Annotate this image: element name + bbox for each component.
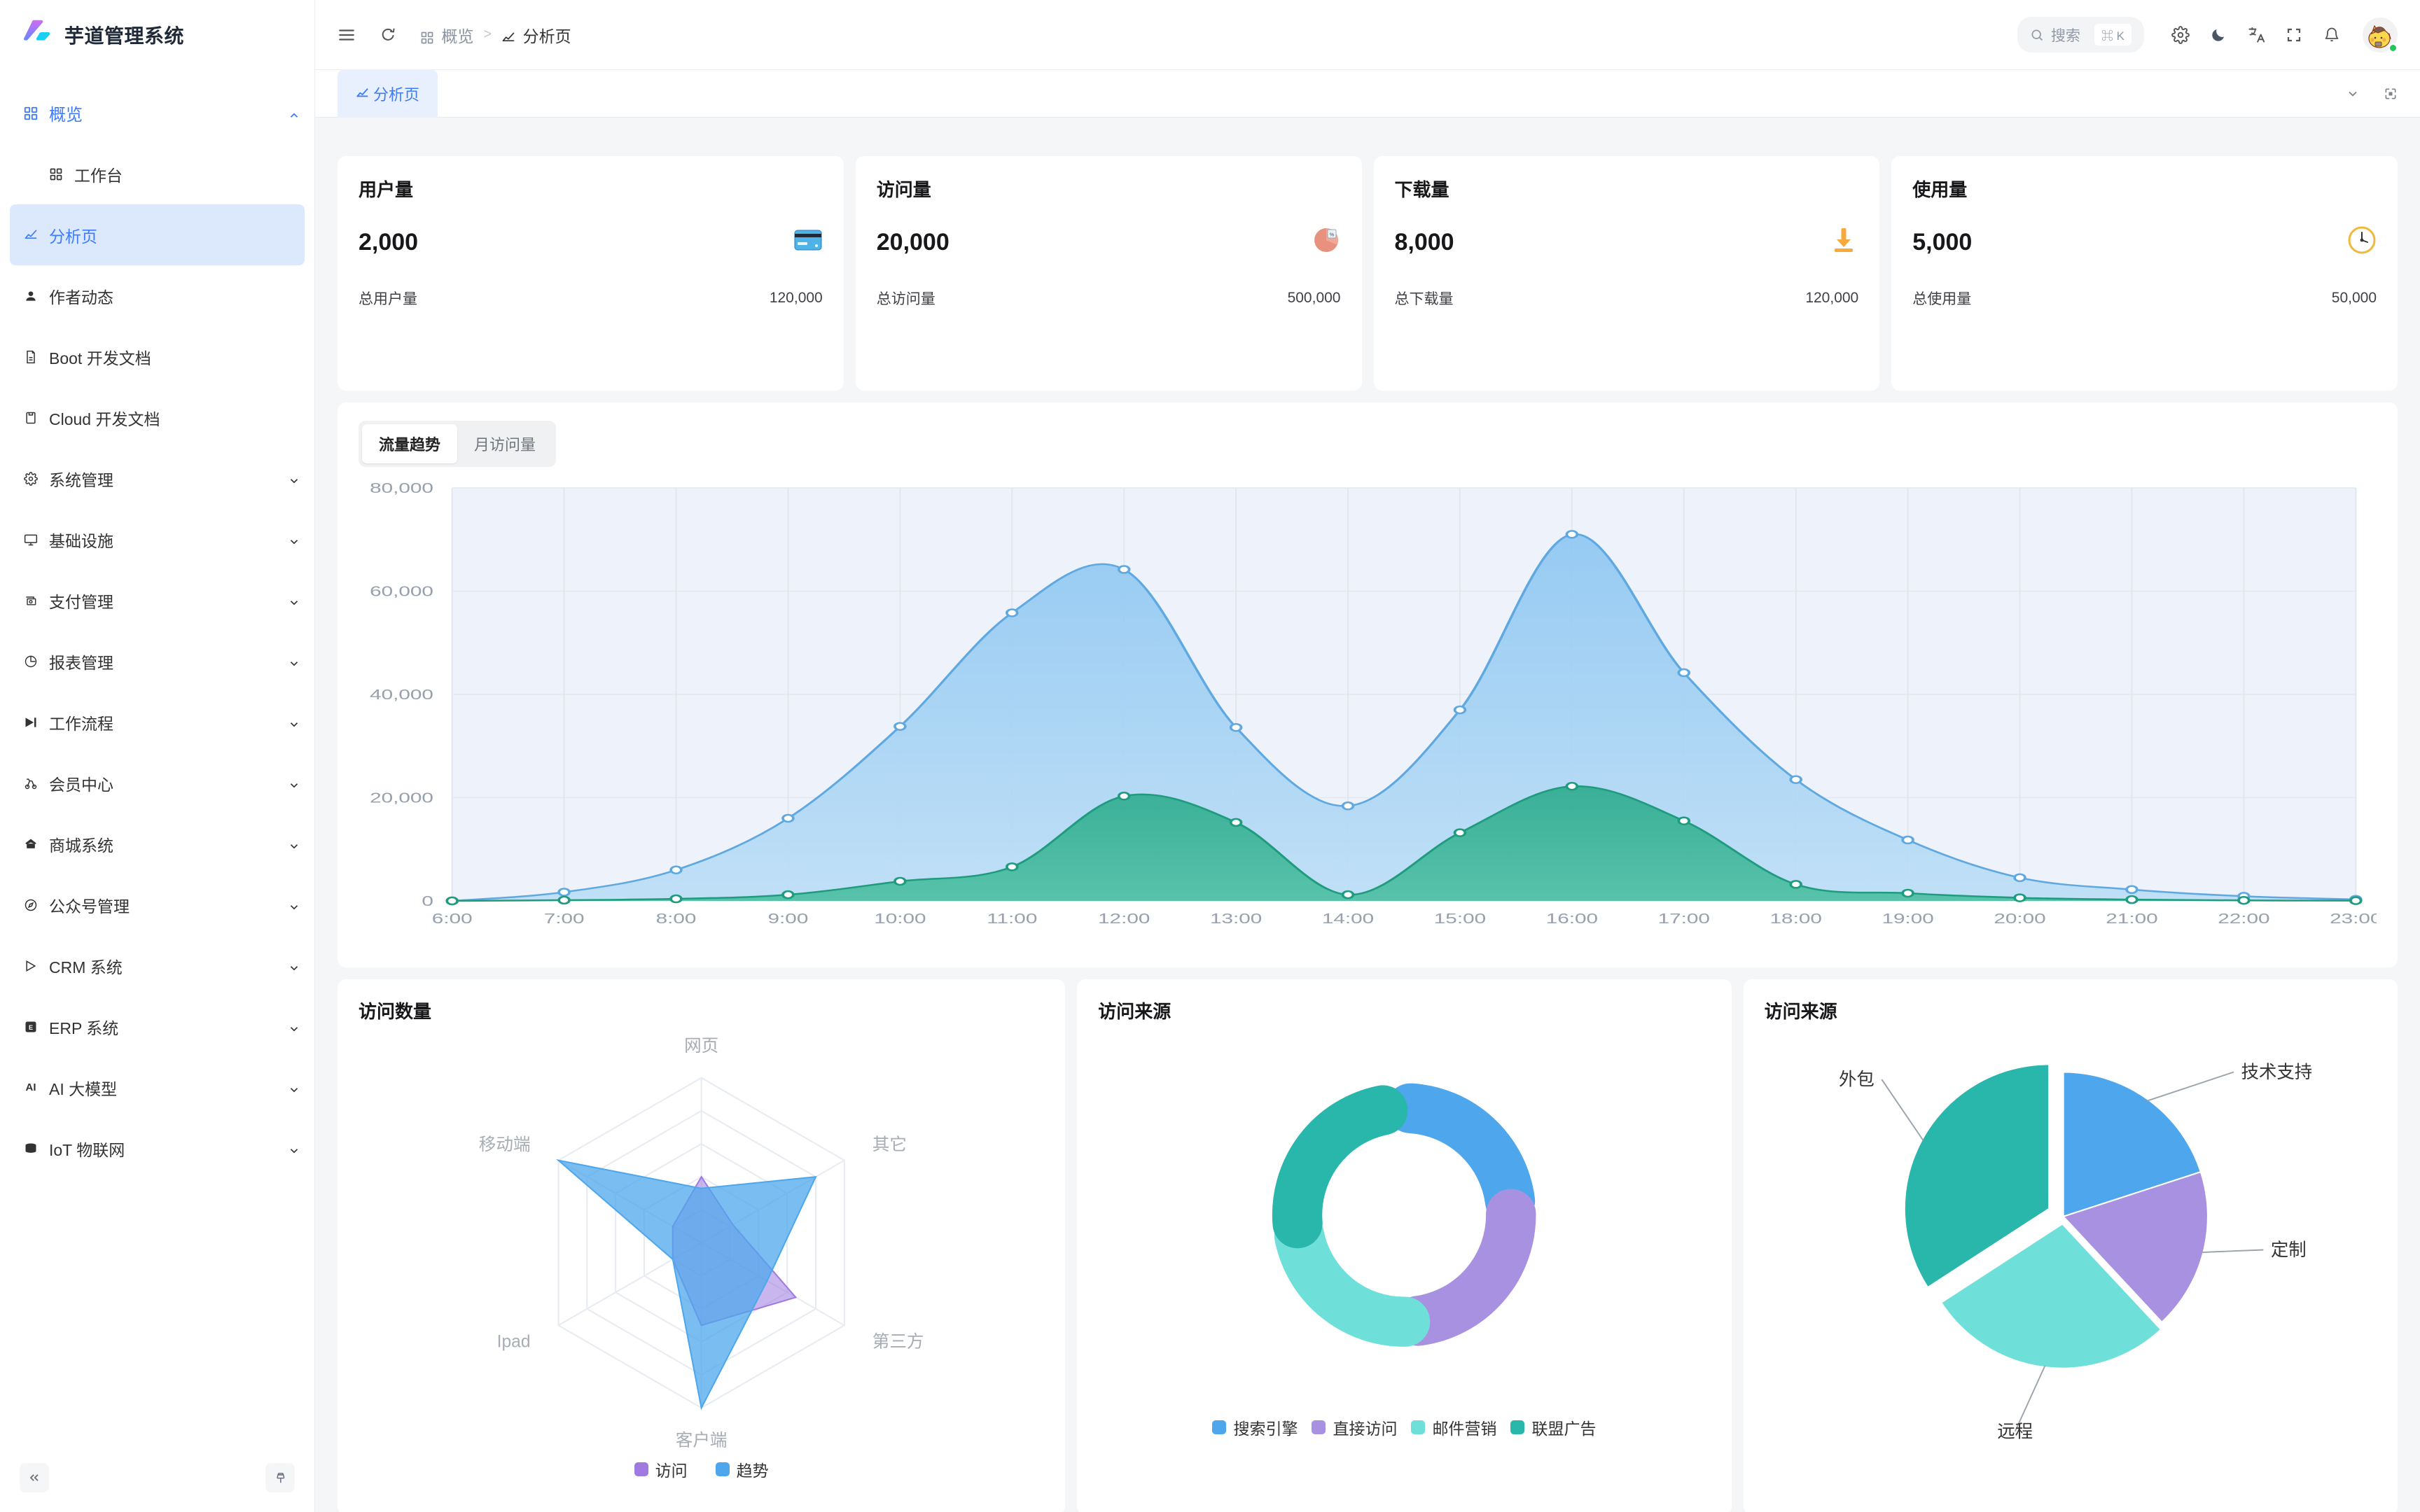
svg-text:定制: 定制 bbox=[2271, 1240, 2307, 1260]
svg-text:12:00: 12:00 bbox=[1098, 911, 1150, 927]
svg-text:第三方: 第三方 bbox=[872, 1332, 924, 1352]
svg-text:网页: 网页 bbox=[684, 1037, 718, 1056]
svg-text:其它: 其它 bbox=[872, 1135, 907, 1154]
svg-text:80,000: 80,000 bbox=[370, 481, 433, 496]
svg-text:移动端: 移动端 bbox=[479, 1135, 531, 1154]
svg-text:40,000: 40,000 bbox=[370, 687, 433, 703]
svg-text:技术支持: 技术支持 bbox=[2241, 1063, 2312, 1082]
svg-text:23:00: 23:00 bbox=[2330, 911, 2377, 927]
svg-text:%: % bbox=[1329, 233, 1334, 238]
svg-text:远程: 远程 bbox=[1997, 1422, 2033, 1441]
svg-text:22:00: 22:00 bbox=[2218, 911, 2269, 927]
svg-text:8:00: 8:00 bbox=[656, 911, 697, 927]
svg-text:10:00: 10:00 bbox=[874, 911, 926, 927]
svg-text:19:00: 19:00 bbox=[1882, 911, 1933, 927]
svg-text:0: 0 bbox=[422, 894, 433, 909]
svg-text:20:00: 20:00 bbox=[1994, 911, 2045, 927]
svg-text:客户端: 客户端 bbox=[676, 1431, 728, 1450]
svg-text:20,000: 20,000 bbox=[370, 790, 433, 806]
svg-text:E: E bbox=[29, 1023, 33, 1030]
svg-text:外包: 外包 bbox=[1839, 1070, 1875, 1090]
svg-text:18:00: 18:00 bbox=[1770, 911, 1822, 927]
svg-text:7:00: 7:00 bbox=[544, 911, 585, 927]
svg-text:15:00: 15:00 bbox=[1434, 911, 1486, 927]
svg-text:6:00: 6:00 bbox=[432, 911, 473, 927]
svg-text:14:00: 14:00 bbox=[1322, 911, 1374, 927]
svg-text:11:00: 11:00 bbox=[987, 911, 1037, 927]
svg-text:17:00: 17:00 bbox=[1658, 911, 1710, 927]
svg-text:60,000: 60,000 bbox=[370, 584, 433, 599]
svg-text:21:00: 21:00 bbox=[2106, 911, 2157, 927]
svg-text:Ipad: Ipad bbox=[497, 1333, 531, 1352]
svg-text:13:00: 13:00 bbox=[1210, 911, 1262, 927]
svg-text:9:00: 9:00 bbox=[768, 911, 809, 927]
svg-text:16:00: 16:00 bbox=[1546, 911, 1598, 927]
